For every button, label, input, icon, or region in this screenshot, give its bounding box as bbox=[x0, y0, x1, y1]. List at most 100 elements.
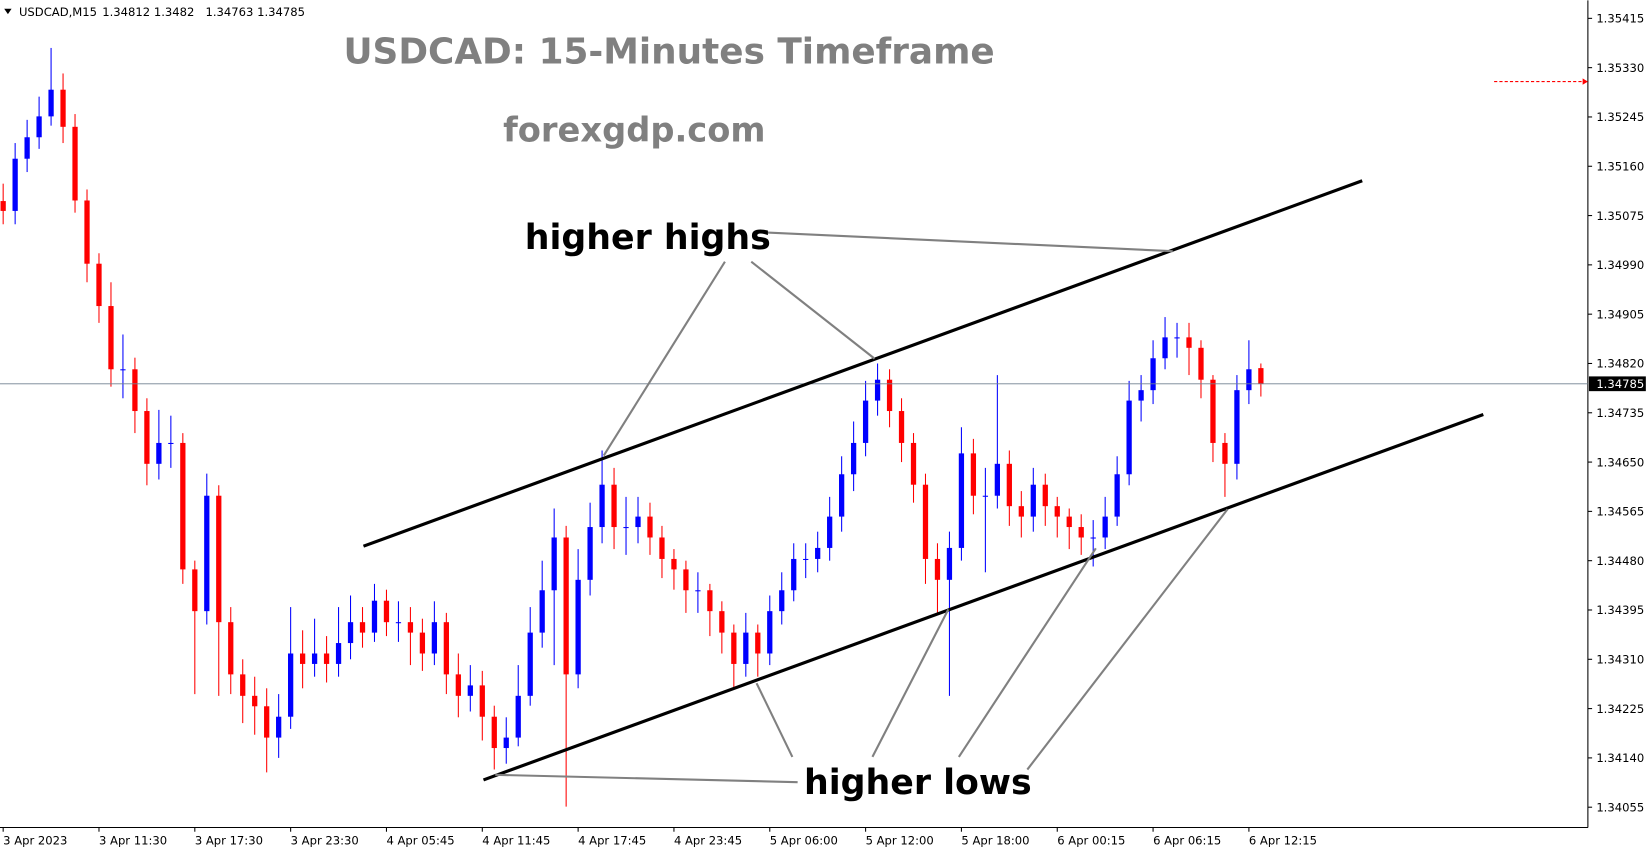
x-tick-label: 5 Apr 06:00 bbox=[770, 833, 838, 847]
candle-body bbox=[946, 547, 953, 580]
candle-body bbox=[120, 369, 126, 371]
y-tick-label: 1.34225 bbox=[1596, 702, 1644, 716]
candle-body bbox=[1126, 400, 1132, 475]
y-tick-label: 1.34905 bbox=[1596, 307, 1644, 321]
x-tick-label: 5 Apr 12:00 bbox=[866, 833, 934, 847]
candle-body bbox=[1006, 463, 1012, 507]
candle-body bbox=[1090, 537, 1096, 539]
candle-body bbox=[599, 484, 605, 528]
y-tick-label: 1.34395 bbox=[1596, 603, 1644, 617]
candle-body bbox=[72, 126, 78, 201]
candle-body bbox=[1186, 337, 1192, 348]
candle-body bbox=[551, 537, 557, 591]
pointer-line bbox=[1026, 508, 1229, 771]
pointer-lines bbox=[495, 231, 1229, 784]
candle-body bbox=[335, 643, 342, 664]
candle-body bbox=[323, 653, 330, 664]
candle-body bbox=[886, 379, 893, 412]
candle-body bbox=[527, 632, 533, 696]
header-close: 1.34785 bbox=[257, 5, 305, 19]
candle-body bbox=[719, 611, 725, 633]
candle-body bbox=[1246, 369, 1252, 391]
candle-body bbox=[264, 706, 270, 738]
candle-body bbox=[898, 411, 905, 443]
pointer-line bbox=[755, 682, 794, 758]
candle-body bbox=[96, 263, 102, 307]
y-tick-label: 1.34140 bbox=[1596, 751, 1644, 765]
candle-body bbox=[1066, 516, 1072, 528]
candle-body bbox=[575, 579, 581, 675]
candle-body bbox=[1102, 516, 1108, 538]
y-tick-label: 1.34735 bbox=[1596, 406, 1644, 420]
candle-body bbox=[994, 463, 1000, 496]
candle-body bbox=[755, 632, 761, 654]
candle-body bbox=[671, 558, 677, 570]
x-tick-label: 4 Apr 23:45 bbox=[674, 833, 742, 847]
candle-body bbox=[1222, 442, 1228, 464]
candle-body bbox=[874, 379, 881, 401]
candle-body bbox=[204, 495, 210, 612]
price-tag bbox=[1588, 376, 1646, 392]
candle-body bbox=[515, 695, 521, 738]
candle-body bbox=[839, 474, 845, 517]
y-tick-label: 1.35245 bbox=[1596, 110, 1644, 124]
menu-triangle bbox=[4, 8, 12, 15]
candle-body bbox=[443, 622, 449, 675]
candle-body bbox=[850, 442, 857, 475]
chart-subtitle: forexgdp.com bbox=[503, 111, 765, 150]
candle-body bbox=[695, 590, 701, 592]
candle-body bbox=[910, 442, 917, 485]
candle-body bbox=[779, 590, 785, 612]
candle-body bbox=[216, 495, 222, 623]
x-tick-label: 4 Apr 11:45 bbox=[482, 833, 550, 847]
candle-body bbox=[407, 622, 414, 633]
candle-body bbox=[288, 653, 294, 717]
candles bbox=[0, 47, 1264, 807]
candle-body bbox=[970, 453, 977, 496]
candle-body bbox=[563, 537, 569, 675]
candle-body bbox=[659, 537, 665, 559]
x-tick-label: 3 Apr 23:30 bbox=[291, 833, 359, 847]
candle-body bbox=[491, 716, 497, 749]
candle-body bbox=[862, 400, 869, 443]
candle-body bbox=[1234, 390, 1240, 464]
candle-body bbox=[36, 116, 42, 138]
pointer-line bbox=[758, 231, 1173, 253]
candle-body bbox=[1138, 390, 1144, 401]
candle-body bbox=[815, 547, 821, 559]
y-tick-label: 1.34310 bbox=[1596, 653, 1644, 667]
x-tick-label: 6 Apr 12:15 bbox=[1249, 833, 1317, 847]
candle-body bbox=[707, 590, 713, 612]
candle-body bbox=[1174, 337, 1180, 339]
candle-body bbox=[0, 201, 6, 211]
candle-body bbox=[156, 442, 162, 464]
candle-body bbox=[1114, 474, 1120, 517]
y-tick-label: 1.35330 bbox=[1596, 61, 1644, 75]
symbol: USDCAD,M15 bbox=[19, 5, 97, 19]
y-tick-label: 1.35160 bbox=[1596, 159, 1644, 173]
y-tick-label: 1.34055 bbox=[1596, 800, 1644, 814]
x-tick-label: 4 Apr 17:45 bbox=[578, 833, 646, 847]
candle-body bbox=[419, 632, 426, 654]
candle-body bbox=[455, 674, 461, 696]
x-tick-label: 4 Apr 05:45 bbox=[386, 833, 454, 847]
x-tick-label: 5 Apr 18:00 bbox=[961, 833, 1029, 847]
candle-body bbox=[1042, 484, 1048, 507]
candle-body bbox=[48, 89, 54, 117]
candle-body bbox=[276, 716, 282, 738]
candle-body bbox=[958, 453, 965, 548]
candle-body bbox=[635, 516, 641, 528]
header-low: 1.34763 bbox=[205, 5, 253, 19]
x-tick-label: 6 Apr 06:15 bbox=[1153, 833, 1221, 847]
candle-body bbox=[371, 600, 378, 633]
y-tick-label: 1.34820 bbox=[1596, 357, 1644, 371]
candle-body bbox=[60, 89, 66, 127]
candle-body bbox=[168, 442, 174, 444]
chart-title: USDCAD: 15-Minutes Timeframe bbox=[343, 32, 994, 73]
x-tick-label: 6 Apr 00:15 bbox=[1057, 833, 1125, 847]
candle-body bbox=[922, 484, 929, 559]
header-high: 1.3482 bbox=[154, 5, 195, 19]
candle-body bbox=[611, 484, 617, 528]
